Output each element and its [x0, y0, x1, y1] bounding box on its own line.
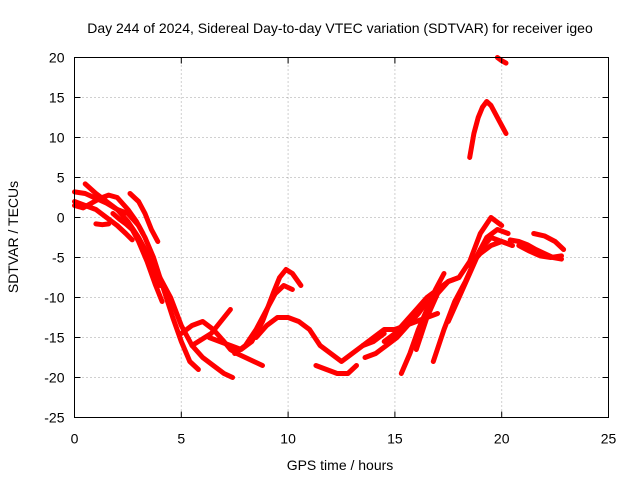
y-tick-label: -25 [44, 410, 64, 426]
x-axis-label: GPS time / hours [287, 457, 394, 473]
y-axis-label: SDTVAR / TECUs [5, 181, 21, 293]
plot-frame [74, 57, 609, 418]
x-tick-label: 20 [494, 431, 510, 447]
y-tick-label: -20 [44, 370, 64, 386]
y-tick-label: 20 [49, 50, 65, 66]
x-tick-label: 25 [601, 431, 617, 447]
y-tick-label: 0 [57, 210, 65, 226]
y-tick-label: -10 [44, 290, 64, 306]
x-tick-labels: 0 5 10 15 20 25 [71, 431, 617, 447]
series-track-25 [531, 231, 567, 252]
series-track-19 [413, 215, 505, 352]
series-track-12 [232, 283, 295, 356]
chart-title: Day 244 of 2024, Sidereal Day-to-day VTE… [87, 20, 593, 36]
series-track-6 [82, 181, 163, 288]
series-track-14 [313, 363, 359, 376]
y-tick-label: 5 [57, 170, 65, 186]
series-track-7 [127, 191, 161, 244]
series-track-26 [467, 99, 509, 160]
grid-lines [74, 57, 609, 418]
x-tick-label: 5 [177, 431, 185, 447]
data-series [72, 55, 567, 380]
series-track-22 [467, 239, 515, 268]
series-track-16 [362, 299, 430, 360]
series-track-20 [430, 227, 511, 364]
x-tick-label: 10 [280, 431, 296, 447]
series-track-24 [516, 243, 564, 260]
series-track-8 [157, 275, 236, 380]
y-tick-label: 10 [49, 130, 65, 146]
series-track-4 [93, 221, 112, 228]
x-tick-label: 0 [71, 431, 79, 447]
y-tick-label: 15 [49, 90, 65, 106]
series-track-10 [189, 307, 233, 348]
series-track-3 [72, 192, 146, 236]
x-tick-label: 15 [387, 431, 403, 447]
y-tick-label: -15 [44, 330, 64, 346]
axis-ticks [74, 57, 609, 418]
y-tick-label: -5 [52, 250, 65, 266]
series-track-18 [398, 271, 447, 376]
y-tick-labels: -25 -20 -15 -10 -5 0 5 10 15 20 [44, 50, 64, 426]
